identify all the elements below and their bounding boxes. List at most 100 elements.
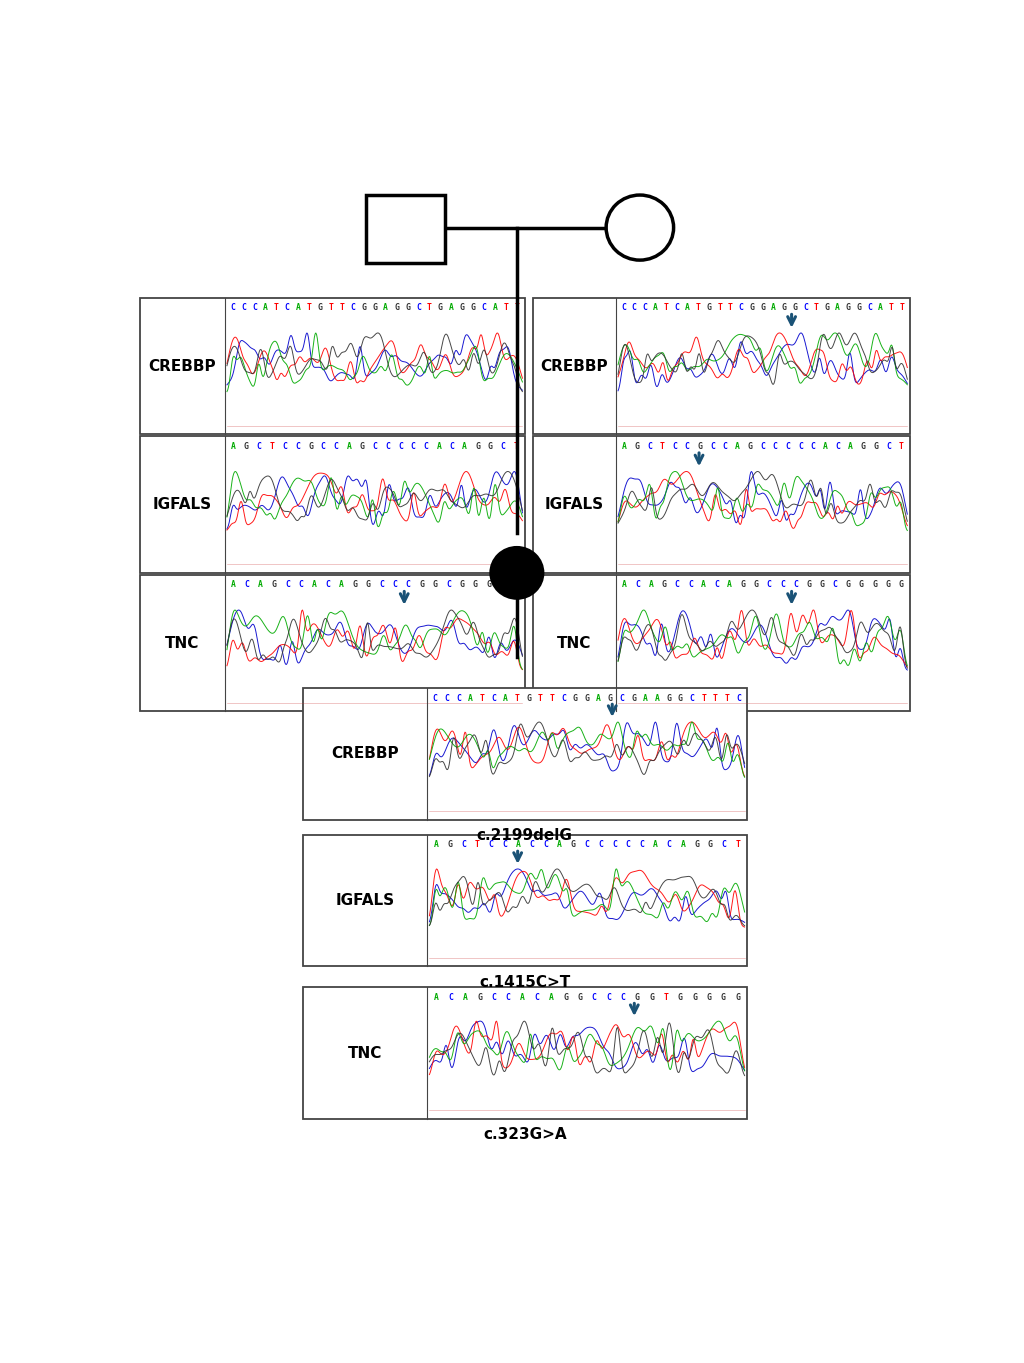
Text: A: A [701,581,706,589]
Ellipse shape [606,195,674,260]
Text: A: A [339,581,344,589]
Text: CREBBP: CREBBP [148,358,216,373]
Text: T: T [339,304,344,312]
Text: C: C [886,442,891,451]
Text: G: G [359,442,365,451]
Text: C: C [406,581,411,589]
Text: c.323G>A: c.323G>A [483,1127,566,1142]
Text: G: G [373,304,377,312]
Text: T: T [899,442,903,451]
Text: A: A [836,304,840,312]
Text: C: C [492,992,497,1002]
Text: T: T [269,442,274,451]
Text: G: G [352,581,357,589]
Text: T: T [479,694,484,702]
Text: C: C [392,581,397,589]
Text: T: T [329,304,334,312]
Text: G: G [754,581,759,589]
Text: T: T [701,694,707,702]
Text: G: G [361,304,367,312]
Text: C: C [620,694,625,702]
Text: G: G [885,581,890,589]
Text: T: T [538,694,543,702]
Text: A: A [468,694,473,702]
Text: C: C [621,992,626,1002]
Text: CREBBP: CREBBP [541,358,608,373]
Text: C: C [350,304,355,312]
Text: A: A [681,841,685,849]
Text: C: C [685,442,689,451]
Text: C: C [714,581,719,589]
Text: A: A [735,442,740,451]
Text: G: G [486,581,492,589]
Text: G: G [707,992,712,1002]
Text: TNC: TNC [347,1045,382,1060]
Text: C: C [245,581,250,589]
Text: A: A [436,442,441,451]
Text: G: G [707,304,712,312]
Text: C: C [723,442,727,451]
Text: G: G [748,442,753,451]
Text: C: C [456,694,461,702]
Text: G: G [394,304,399,312]
Text: A: A [727,581,732,589]
Text: c.1415C>T: c.1415C>T [479,975,570,990]
Text: A: A [383,304,388,312]
Text: T: T [664,992,669,1002]
Text: C: C [667,841,672,849]
Text: G: G [563,992,568,1002]
Text: A: A [771,304,776,312]
Text: A: A [434,841,438,849]
Text: C: C [461,841,466,849]
Bar [532,575,909,711]
Text: C: C [257,442,261,451]
Text: C: C [836,442,841,451]
Text: G: G [471,304,475,312]
Text: IGFALS: IGFALS [153,497,212,512]
Text: G: G [694,841,699,849]
Text: C: C [535,992,540,1002]
Text: G: G [477,992,482,1002]
Text: C: C [635,581,640,589]
Text: C: C [424,442,428,451]
Text: A: A [653,841,658,849]
Text: A: A [296,304,300,312]
Text: T: T [475,841,480,849]
Text: C: C [450,442,455,451]
Text: G: G [366,581,371,589]
Text: G: G [419,581,424,589]
Text: T: T [814,304,818,312]
Text: G: G [460,581,465,589]
Text: C: C [647,442,652,451]
Bar [303,836,748,966]
Text: A: A [462,442,467,451]
Text: G: G [872,581,877,589]
Text: C: C [710,442,715,451]
Text: G: G [692,992,697,1002]
Text: C: C [833,581,838,589]
Text: G: G [631,694,636,702]
Text: c.2199delG: c.2199delG [477,827,572,842]
Text: C: C [598,841,603,849]
Text: C: C [295,442,300,451]
Text: G: G [721,992,726,1002]
Text: T: T [427,304,432,312]
Text: G: G [578,992,583,1002]
Text: C: C [321,442,326,451]
Text: C: C [626,841,631,849]
Text: G: G [317,304,323,312]
Text: G: G [572,694,578,702]
Text: G: G [433,581,437,589]
Text: T: T [725,694,729,702]
Text: A: A [263,304,267,312]
Text: C: C [503,841,507,849]
Text: C: C [632,304,637,312]
Text: C: C [675,581,680,589]
Text: A: A [879,304,883,312]
Text: T: T [728,304,733,312]
Text: C: C [606,992,611,1002]
Text: C: C [811,442,815,451]
Text: A: A [596,694,601,702]
Text: T: T [306,304,311,312]
Text: A: A [231,581,237,589]
